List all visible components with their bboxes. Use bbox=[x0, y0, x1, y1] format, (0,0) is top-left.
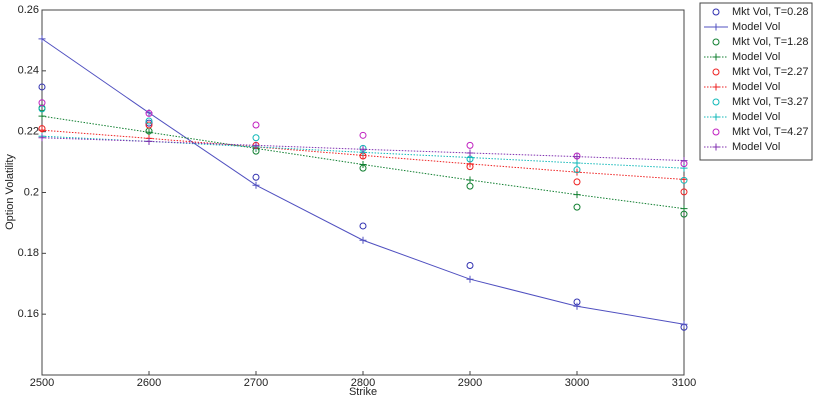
marker-plus bbox=[712, 83, 720, 91]
x-tick-label: 3100 bbox=[672, 377, 696, 389]
marker-plus bbox=[38, 126, 46, 134]
x-tick-label: 2700 bbox=[244, 377, 268, 389]
marker-plus bbox=[712, 53, 720, 61]
marker-plus bbox=[466, 176, 474, 184]
marker-circle bbox=[252, 134, 260, 142]
marker-circle bbox=[145, 109, 153, 117]
marker-circle bbox=[38, 83, 46, 91]
marker-circle bbox=[712, 128, 720, 136]
marker-circle bbox=[573, 178, 581, 186]
marker-circle bbox=[712, 8, 720, 16]
marker-plus bbox=[38, 134, 46, 142]
marker-circle bbox=[145, 119, 153, 127]
marker-circle bbox=[145, 121, 153, 129]
legend-label: Model Vol bbox=[732, 51, 780, 63]
marker-plus bbox=[359, 161, 367, 169]
marker-circle bbox=[359, 131, 367, 139]
x-tick-label: 2800 bbox=[351, 377, 375, 389]
legend-label: Mkt Vol, T=1.28 bbox=[732, 36, 809, 48]
legend-label: Mkt Vol, T=4.27 bbox=[732, 126, 809, 138]
marker-plus bbox=[359, 236, 367, 244]
legend-label: Mkt Vol, T=3.27 bbox=[732, 96, 809, 108]
marker-plus bbox=[712, 23, 720, 31]
marker-circle bbox=[712, 98, 720, 106]
marker-plus bbox=[712, 143, 720, 151]
marker-circle bbox=[252, 173, 260, 181]
y-tick-label: 0.24 bbox=[18, 65, 39, 77]
legend-label: Model Vol bbox=[732, 141, 780, 153]
marker-circle bbox=[38, 99, 46, 107]
marker-plus bbox=[466, 149, 474, 157]
marker-plus bbox=[145, 128, 153, 136]
x-axis-label: Strike bbox=[349, 386, 377, 398]
marker-plus bbox=[252, 181, 260, 189]
legend-label: Mkt Vol, T=2.27 bbox=[732, 66, 809, 78]
marker-plus bbox=[573, 153, 581, 161]
legend-label: Mkt Vol, T=0.28 bbox=[732, 6, 809, 18]
legend-label: Model Vol bbox=[732, 111, 780, 123]
plot-frame bbox=[41, 9, 685, 376]
marker-circle bbox=[680, 176, 688, 184]
y-tick-label: 0.2 bbox=[24, 186, 39, 198]
y-tick-label: 0.18 bbox=[18, 247, 39, 259]
marker-circle bbox=[712, 38, 720, 46]
y-tick-label: 0.16 bbox=[18, 308, 39, 320]
marker-plus bbox=[573, 159, 581, 167]
marker-plus bbox=[680, 205, 688, 213]
marker-circle bbox=[145, 117, 153, 125]
marker-circle bbox=[466, 262, 474, 269]
x-tick-label: 3000 bbox=[565, 377, 589, 389]
marker-circle bbox=[359, 222, 367, 230]
legend-label: Model Vol bbox=[732, 81, 780, 93]
marker-plus bbox=[466, 275, 474, 283]
marker-plus bbox=[573, 191, 581, 199]
x-tick-label: 2900 bbox=[458, 377, 482, 389]
marker-plus bbox=[359, 145, 367, 153]
marker-plus bbox=[680, 157, 688, 165]
marker-circle bbox=[252, 121, 260, 129]
x-tick-label: 2500 bbox=[30, 377, 54, 389]
marker-plus bbox=[38, 112, 46, 120]
y-axis-label: Option Volatility bbox=[4, 154, 16, 230]
marker-plus bbox=[680, 320, 688, 328]
marker-plus bbox=[573, 302, 581, 310]
marker-plus bbox=[252, 141, 260, 149]
marker-circle bbox=[712, 68, 720, 76]
y-tick-label: 0.26 bbox=[18, 4, 39, 16]
marker-plus bbox=[712, 113, 720, 121]
marker-circle bbox=[573, 166, 581, 174]
x-tick-label: 2600 bbox=[137, 377, 161, 389]
marker-circle bbox=[680, 188, 688, 196]
marker-plus bbox=[38, 35, 46, 43]
marker-circle bbox=[573, 203, 581, 211]
marker-plus bbox=[145, 137, 153, 145]
legend-label: Model Vol bbox=[732, 21, 780, 33]
marker-circle bbox=[466, 141, 474, 149]
y-tick-label: 0.22 bbox=[18, 126, 39, 138]
marker-plus bbox=[680, 164, 688, 172]
